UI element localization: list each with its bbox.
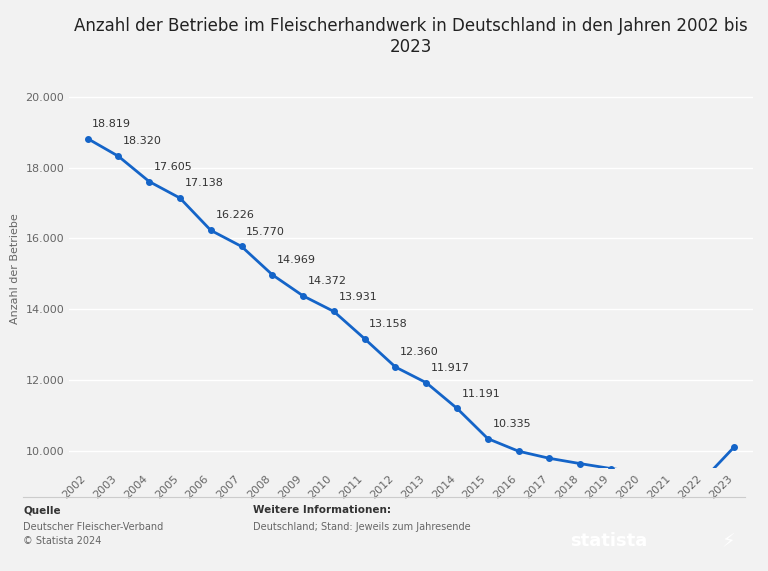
Text: 13.931: 13.931 xyxy=(339,292,377,301)
Text: 18.320: 18.320 xyxy=(123,136,162,146)
Text: 17.138: 17.138 xyxy=(184,178,223,188)
Text: 11.191: 11.191 xyxy=(462,388,501,399)
Text: 14.969: 14.969 xyxy=(277,255,316,265)
Text: Weitere Informationen:: Weitere Informationen: xyxy=(253,505,392,516)
Text: Deutschland; Stand: Jeweils zum Jahresende: Deutschland; Stand: Jeweils zum Jahresen… xyxy=(253,522,471,533)
Text: 12.360: 12.360 xyxy=(400,347,439,357)
Text: ⚡: ⚡ xyxy=(721,532,735,551)
Text: statista: statista xyxy=(570,532,647,550)
Text: 14.372: 14.372 xyxy=(308,276,346,286)
Y-axis label: Anzahl der Betriebe: Anzahl der Betriebe xyxy=(10,213,20,324)
Text: 13.158: 13.158 xyxy=(369,319,408,329)
Text: 10.335: 10.335 xyxy=(492,419,531,429)
Title: Anzahl der Betriebe im Fleischerhandwerk in Deutschland in den Jahren 2002 bis
2: Anzahl der Betriebe im Fleischerhandwerk… xyxy=(74,17,748,56)
Text: Quelle: Quelle xyxy=(23,505,61,516)
Text: 11.917: 11.917 xyxy=(431,363,470,373)
Text: Deutscher Fleischer-Verband
© Statista 2024: Deutscher Fleischer-Verband © Statista 2… xyxy=(23,522,164,546)
Text: 15.770: 15.770 xyxy=(247,227,285,236)
Text: 16.226: 16.226 xyxy=(215,210,254,220)
Text: 18.819: 18.819 xyxy=(92,119,131,128)
Text: 17.605: 17.605 xyxy=(154,162,193,172)
